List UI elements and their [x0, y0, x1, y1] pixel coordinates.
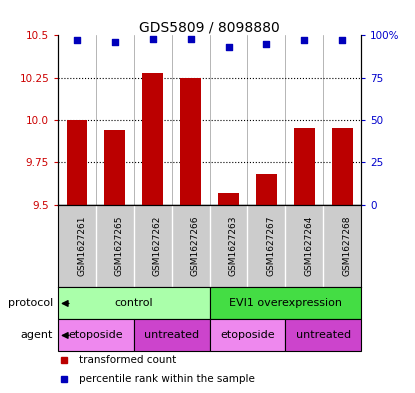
Bar [332, 129, 352, 205]
Bar [218, 193, 239, 205]
Point [187, 36, 194, 42]
Bar [256, 174, 277, 205]
Text: untreated: untreated [295, 331, 351, 340]
Bar [134, 320, 210, 351]
Text: transformed count: transformed count [79, 355, 176, 365]
Bar [286, 320, 361, 351]
Bar [58, 320, 134, 351]
Text: agent: agent [20, 331, 53, 340]
Point [225, 44, 232, 50]
Text: etoposide: etoposide [68, 331, 123, 340]
Text: protocol: protocol [7, 298, 53, 309]
Text: GSM1627263: GSM1627263 [229, 216, 237, 276]
Point [149, 36, 156, 42]
Bar [58, 287, 210, 320]
Bar [142, 73, 163, 205]
Point [112, 39, 118, 45]
Bar [67, 120, 88, 205]
Text: etoposide: etoposide [220, 331, 275, 340]
Text: GSM1627264: GSM1627264 [304, 216, 313, 276]
Point [339, 37, 345, 44]
Text: EVI1 overexpression: EVI1 overexpression [229, 298, 342, 309]
Text: GSM1627266: GSM1627266 [190, 216, 200, 276]
Bar [210, 287, 361, 320]
Text: percentile rank within the sample: percentile rank within the sample [79, 373, 255, 384]
Title: GDS5809 / 8098880: GDS5809 / 8098880 [139, 20, 280, 34]
Bar [180, 78, 201, 205]
Point [263, 41, 270, 47]
Text: GSM1627267: GSM1627267 [266, 216, 276, 276]
Text: GSM1627268: GSM1627268 [342, 216, 351, 276]
Bar [210, 320, 286, 351]
Text: GSM1627262: GSM1627262 [153, 216, 162, 276]
Point [301, 37, 308, 44]
Text: GSM1627265: GSM1627265 [115, 216, 124, 276]
Bar [105, 130, 125, 205]
Bar [294, 129, 315, 205]
Point [74, 37, 81, 44]
Text: GSM1627261: GSM1627261 [77, 216, 86, 276]
Text: control: control [115, 298, 153, 309]
Text: untreated: untreated [144, 331, 199, 340]
